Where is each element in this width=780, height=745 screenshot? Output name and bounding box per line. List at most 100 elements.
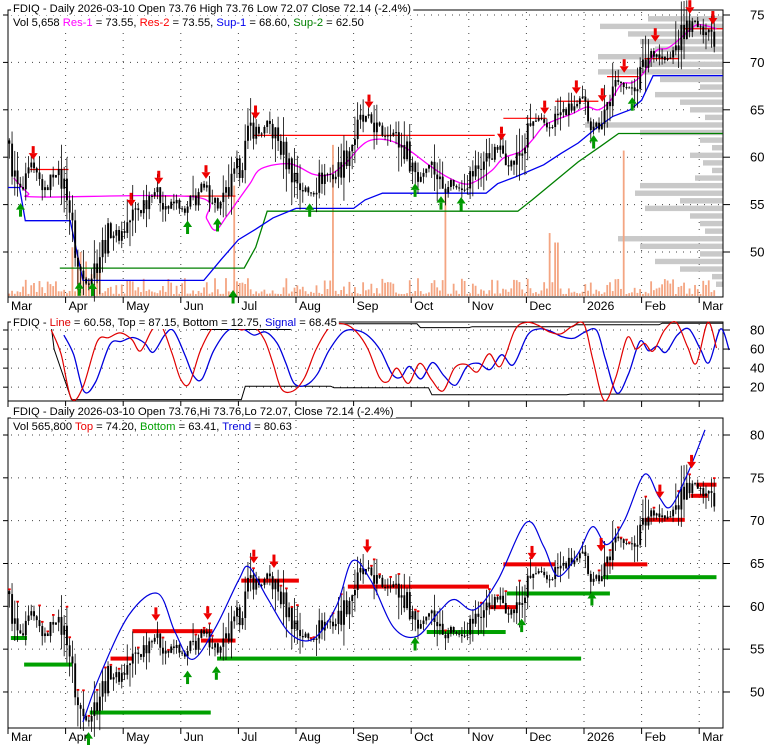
volume-bar xyxy=(452,283,455,296)
candle-body xyxy=(617,536,620,539)
new-low-marker xyxy=(627,541,631,544)
candle-body xyxy=(535,573,537,575)
candle-body xyxy=(463,635,466,637)
candle-body xyxy=(49,622,52,637)
new-low-marker xyxy=(529,557,532,560)
profile-bar xyxy=(680,99,723,105)
candle-body xyxy=(595,575,598,579)
new-low-marker xyxy=(652,506,656,509)
bottom-level-segment xyxy=(426,630,506,635)
profile-bar xyxy=(645,205,723,212)
candle-body xyxy=(71,656,74,664)
sell-signal-arrow xyxy=(708,11,718,25)
candle-body xyxy=(145,645,148,654)
candle-body xyxy=(526,575,529,598)
x-axis-label: 2026 xyxy=(587,299,615,313)
candle-body xyxy=(362,568,365,575)
candle-body xyxy=(211,202,214,204)
volume-bar xyxy=(194,293,197,296)
panel-frame xyxy=(7,9,724,298)
sell-signal-arrow xyxy=(151,607,161,621)
candle-body xyxy=(419,623,422,629)
candle-body xyxy=(546,122,548,128)
new-low-marker xyxy=(252,567,255,570)
volume-bar xyxy=(120,284,123,296)
candle-body xyxy=(644,59,647,68)
candle-body xyxy=(236,158,238,169)
sell-signal-arrow xyxy=(496,126,506,141)
volume-bar xyxy=(447,293,450,296)
top-level-segment xyxy=(200,638,236,643)
volume-bar xyxy=(129,279,131,296)
volume-bar xyxy=(411,293,414,296)
volume-bar xyxy=(515,280,518,296)
candle-body xyxy=(252,122,255,139)
volume-bar xyxy=(236,281,238,296)
candle-body xyxy=(337,162,340,177)
candle-body xyxy=(238,607,241,626)
candle-body xyxy=(307,633,310,639)
candle-body xyxy=(30,611,33,616)
profile-bar xyxy=(690,152,723,159)
candle-body xyxy=(499,145,502,150)
candle-body xyxy=(628,87,631,89)
candle-body xyxy=(68,200,71,213)
candle-body xyxy=(98,257,101,273)
y-axis-label: 65 xyxy=(750,556,764,571)
candle-body xyxy=(589,573,592,582)
candle-body xyxy=(603,563,606,577)
candle-body xyxy=(570,557,573,565)
price-overlays xyxy=(8,23,723,282)
volume-bar xyxy=(19,292,22,296)
candle-body xyxy=(669,57,672,59)
candle-body xyxy=(63,625,66,635)
volume-bar xyxy=(373,293,375,296)
volume-bar xyxy=(471,283,474,296)
volume-bar xyxy=(145,290,148,296)
candle-body xyxy=(107,665,110,694)
volume-bar xyxy=(115,285,118,296)
candle-body xyxy=(567,103,570,116)
new-low-marker xyxy=(625,538,628,541)
buy-signal-arrow xyxy=(436,196,446,210)
sell-signal-arrow xyxy=(154,170,164,185)
sell-signal-arrow xyxy=(269,554,279,569)
candle-body xyxy=(98,696,101,711)
candle-body xyxy=(203,183,206,188)
candle-body xyxy=(707,29,710,33)
candle-body xyxy=(82,708,85,717)
volume-bar xyxy=(348,281,351,296)
buy-signal-arrow xyxy=(213,217,223,232)
candle-body xyxy=(375,122,378,133)
x-axis-label: Dec xyxy=(529,299,551,313)
candle-body xyxy=(172,201,175,204)
candle-body xyxy=(485,153,488,162)
candle-body xyxy=(540,571,543,573)
sell-signal-arrow xyxy=(203,606,213,620)
candle-body xyxy=(296,172,299,184)
volume-bar xyxy=(142,278,145,296)
candle-body xyxy=(551,579,554,581)
candle-body xyxy=(189,641,192,651)
candle-body xyxy=(422,172,425,177)
volume-bar xyxy=(556,242,559,296)
candle-body xyxy=(406,592,409,609)
volume-bar xyxy=(567,288,570,296)
candle-body xyxy=(183,652,186,657)
profile-bar xyxy=(618,236,723,242)
candle-body xyxy=(194,640,197,650)
candle-body xyxy=(685,482,688,500)
candle-body xyxy=(403,144,406,160)
volume-bar xyxy=(153,292,156,296)
volume-bar xyxy=(669,283,672,296)
candle-body xyxy=(87,720,90,722)
candle-body xyxy=(384,586,387,588)
top-level-segment xyxy=(503,562,556,567)
buy-signal-arrow xyxy=(517,618,527,633)
new-low-marker xyxy=(370,564,373,567)
panel-headers: FDIQ - Daily 2026-03-10 Open 73.76 High … xyxy=(11,3,414,433)
candle-body xyxy=(581,96,584,99)
candle-body xyxy=(90,716,93,722)
volume-bar xyxy=(422,293,425,296)
